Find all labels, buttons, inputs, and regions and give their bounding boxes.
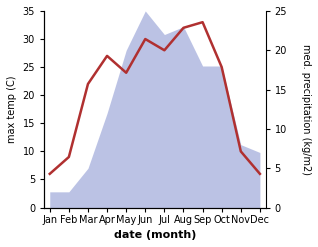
X-axis label: date (month): date (month) [114,230,196,240]
Y-axis label: med. precipitation (kg/m2): med. precipitation (kg/m2) [301,44,311,175]
Y-axis label: max temp (C): max temp (C) [7,76,17,143]
